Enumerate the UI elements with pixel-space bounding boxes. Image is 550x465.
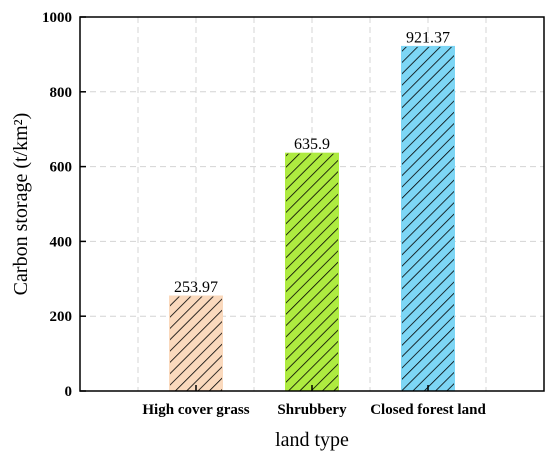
bar-value-label: 253.97 <box>174 279 218 296</box>
y-tick-label: 1000 <box>42 10 72 26</box>
bar-high-cover-grass <box>169 295 223 392</box>
y-tick-labels: 0 200 400 600 800 1000 <box>42 10 72 400</box>
bar-value-label: 635.9 <box>294 136 330 153</box>
y-tick-label: 0 <box>65 384 73 400</box>
y-tick-label: 200 <box>50 309 73 325</box>
x-tick-label: Closed forest land <box>370 402 486 418</box>
y-tick-label: 600 <box>50 160 73 176</box>
bars <box>169 45 455 392</box>
data-labels: 253.97 635.9 921.37 <box>174 29 450 296</box>
x-tick-label: Shrubbery <box>277 402 347 418</box>
bar-shrubbery <box>285 152 339 392</box>
bar-closed-forest-land <box>401 45 455 392</box>
axes <box>79 16 545 392</box>
x-axis-title: land type <box>275 429 349 451</box>
x-tick-labels: High cover grass Shrubbery Closed forest l… <box>142 402 486 418</box>
x-tick-label: High cover grass <box>142 402 249 418</box>
y-tick-label: 800 <box>50 85 73 101</box>
y-axis-title: Carbon storage (t/km²) <box>10 113 32 296</box>
y-tick-label: 400 <box>50 234 73 250</box>
bar-value-label: 921.37 <box>406 29 450 46</box>
